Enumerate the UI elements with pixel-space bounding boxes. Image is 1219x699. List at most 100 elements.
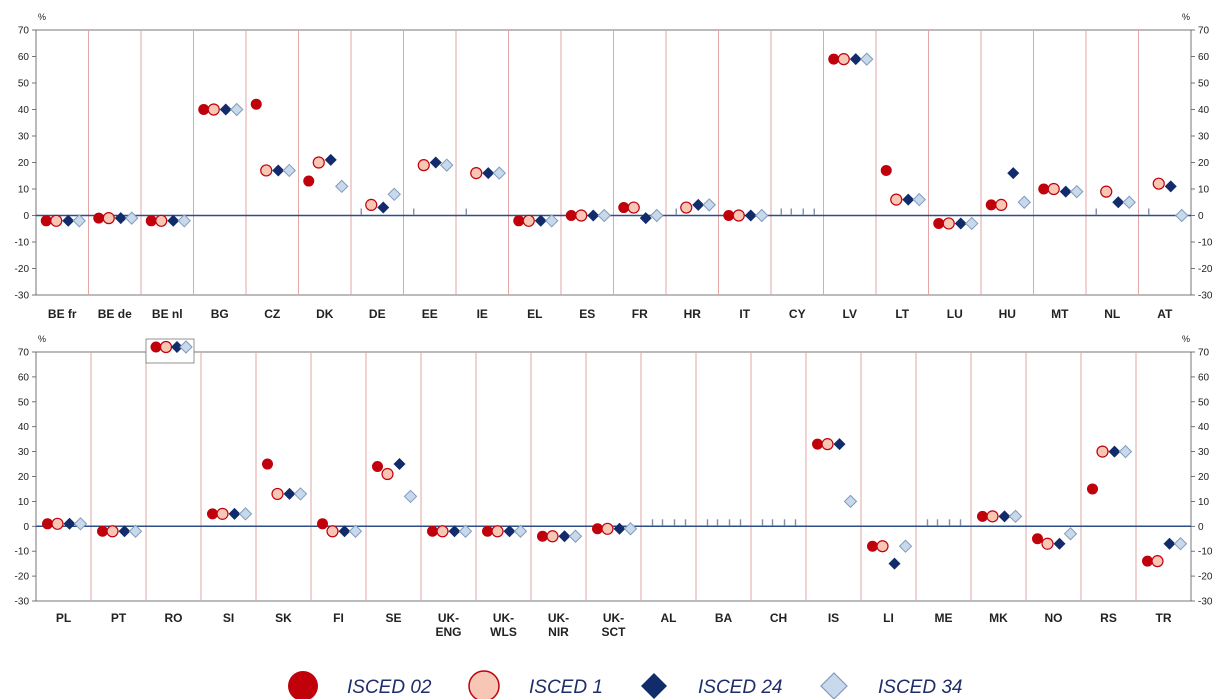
y-tick-label-right: 70 [1198, 348, 1210, 359]
data-point-isced-34 [240, 508, 252, 520]
y-tick-label-right: -10 [1198, 238, 1213, 249]
category-label: LV [843, 307, 857, 321]
data-point-isced-34 [388, 188, 400, 200]
data-point-isced-02 [262, 459, 273, 470]
y-tick-label-left: -30 [15, 291, 30, 302]
legend-marker-isced-24 [641, 673, 667, 699]
category-label-line: NO [1045, 611, 1063, 625]
data-point-isced-34 [350, 525, 362, 537]
y-tick-label-left: 50 [18, 397, 30, 408]
data-point-isced-02 [812, 439, 823, 450]
data-point-isced-1 [943, 218, 954, 229]
data-point-isced-24 [272, 164, 284, 176]
category-label: UK-WLS [490, 611, 517, 639]
category-label-line: WLS [490, 625, 517, 639]
data-point-isced-1 [327, 526, 338, 537]
y-tick-label-left: 30 [18, 447, 30, 458]
y-tick-label-right: 30 [1198, 132, 1210, 143]
data-point-isced-34 [1065, 528, 1077, 540]
data-point-isced-24 [115, 212, 127, 224]
y-tick-label-left: 10 [18, 497, 30, 508]
category-label-line: EL [527, 307, 542, 321]
data-point-isced-1 [1152, 556, 1163, 567]
category-label: CH [770, 611, 787, 625]
category-label-line: CH [770, 611, 787, 625]
data-point-isced-1 [987, 511, 998, 522]
data-point-isced-34 [460, 525, 472, 537]
data-point-isced-02 [1142, 556, 1153, 567]
data-point-isced-02 [427, 526, 438, 537]
data-point-isced-34 [231, 104, 243, 116]
category-label-line: BE de [98, 307, 132, 321]
data-point-isced-24 [394, 458, 406, 470]
category-label-line: LU [947, 307, 963, 321]
y-tick-label-right: 10 [1198, 497, 1210, 508]
data-point-isced-24 [430, 157, 442, 169]
data-point-isced-24 [559, 530, 571, 542]
data-point-isced-1 [51, 215, 62, 226]
data-point-isced-02 [592, 523, 603, 534]
category-label-line: ME [935, 611, 953, 625]
y-tick-label-left: 60 [18, 52, 30, 63]
data-point-isced-1 [156, 215, 167, 226]
category-label-line: RO [165, 611, 183, 625]
data-point-isced-34 [1010, 510, 1022, 522]
category-label-line: BE fr [48, 307, 77, 321]
category-label: IE [477, 307, 488, 321]
data-point-isced-24 [449, 525, 461, 537]
data-point-isced-34 [913, 194, 925, 206]
data-point-isced-34 [1175, 538, 1187, 550]
y-tick-label-right: -20 [1198, 572, 1213, 583]
data-point-isced-34 [178, 215, 190, 227]
category-label-line: HR [684, 307, 702, 321]
data-point-isced-1 [602, 523, 613, 534]
data-point-isced-1 [996, 199, 1007, 210]
data-point-isced-02 [198, 104, 209, 115]
legend: ISCED 02 ISCED 1 ISCED 24 ISCED 34 [288, 671, 962, 699]
category-label: BA [715, 611, 733, 625]
y-tick-label-left: -10 [15, 547, 30, 558]
data-point-isced-02 [251, 99, 262, 110]
data-point-isced-24 [902, 194, 914, 206]
data-point-isced-1 [217, 508, 228, 519]
data-point-isced-34 [73, 215, 85, 227]
data-point-isced-02 [723, 210, 734, 221]
y-tick-label-right: 70 [1198, 26, 1210, 37]
data-point-isced-24 [325, 154, 337, 166]
data-point-isced-02 [537, 531, 548, 542]
data-point-isced-02 [977, 511, 988, 522]
y-tick-label-right: 60 [1198, 372, 1210, 383]
data-point-isced-24 [167, 215, 179, 227]
data-point-isced-1 [523, 215, 534, 226]
data-point-isced-1 [52, 518, 63, 529]
category-label: MK [989, 611, 1008, 625]
data-point-isced-1 [492, 526, 503, 537]
data-point-isced-34 [625, 523, 637, 535]
category-label-line: UK- [603, 611, 624, 625]
category-label-line: DE [369, 307, 386, 321]
y-tick-label-left: -30 [15, 597, 30, 608]
category-label-line: IT [739, 307, 750, 321]
data-point-isced-24 [284, 488, 296, 500]
y-tick-label-left: 70 [18, 26, 30, 37]
category-label: DK [316, 307, 334, 321]
y-tick-label-left: 40 [18, 105, 30, 116]
y-tick-label-left: 40 [18, 422, 30, 433]
mini-legend-thumbnail [146, 339, 194, 363]
category-label: ME [935, 611, 953, 625]
chart-panel-1: 70 70 60 60 50 50 40 40 30 30 20 20 10 10 0 0 -10 -10 -20 -… [15, 12, 1213, 321]
category-label: LU [947, 307, 963, 321]
category-label: HU [999, 307, 1016, 321]
data-point-isced-1 [272, 488, 283, 499]
data-point-isced-34 [295, 488, 307, 500]
category-label: AL [661, 611, 677, 625]
category-label: DE [369, 307, 386, 321]
data-point-isced-34 [130, 525, 142, 537]
category-label-line: CY [789, 307, 806, 321]
data-point-isced-1 [1101, 186, 1112, 197]
y-tick-label-right: 10 [1198, 185, 1210, 196]
y-tick-label-left: 20 [18, 158, 30, 169]
data-point-isced-34 [493, 167, 505, 179]
category-label: BE nl [152, 307, 183, 321]
data-point-isced-1 [471, 168, 482, 179]
